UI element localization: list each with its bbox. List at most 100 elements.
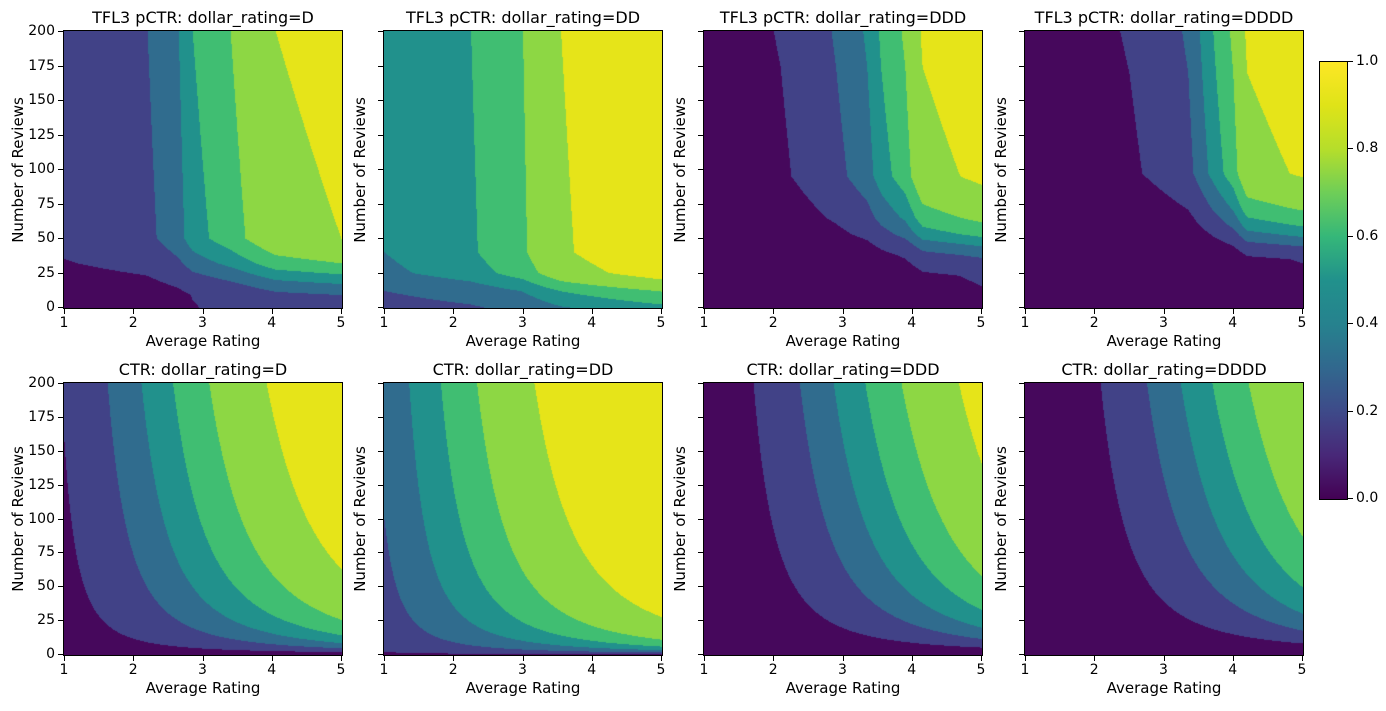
x-axis-label: Average Rating: [145, 679, 261, 697]
y-tick-mark: [378, 654, 383, 655]
subplot-title: CTR: dollar_rating=DD: [432, 360, 614, 379]
y-tick-mark: [1019, 620, 1024, 622]
y-tick-mark: [698, 134, 703, 136]
contour-canvas: [383, 30, 663, 309]
x-tick-label: 4: [1228, 315, 1238, 331]
y-tick-mark: [378, 383, 383, 384]
contour-canvas: [703, 30, 983, 309]
x-tick-mark: [981, 656, 982, 661]
y-tick-mark: [378, 552, 383, 554]
y-tick-mark: [58, 134, 63, 136]
x-tick-mark: [384, 656, 385, 661]
x-tick-mark: [1163, 309, 1165, 314]
x-tick-label: 4: [587, 662, 597, 678]
y-tick-mark: [698, 203, 703, 205]
x-tick-mark: [64, 656, 65, 661]
y-tick-mark: [698, 654, 703, 655]
x-tick-mark: [341, 309, 342, 314]
y-tick-label: 150: [28, 442, 55, 459]
x-tick-mark: [271, 309, 273, 314]
colorbar-tick-label: 0.6: [1356, 227, 1379, 244]
y-tick-mark: [698, 552, 703, 554]
y-tick-mark: [698, 100, 703, 101]
x-axis-label: Average Rating: [785, 332, 901, 350]
contour-canvas: [1024, 382, 1304, 656]
x-tick-label: 3: [518, 662, 527, 678]
colorbar-tick-mark: [1348, 410, 1353, 412]
y-tick-mark: [1019, 416, 1024, 418]
y-tick-mark: [698, 307, 703, 308]
y-tick-mark: [1019, 484, 1024, 486]
y-tick-mark: [1019, 272, 1024, 274]
y-tick-label: 125: [28, 476, 55, 493]
subplot-title: TFL3 pCTR: dollar_rating=DD: [405, 8, 641, 27]
y-tick-mark: [1019, 134, 1024, 136]
x-tick-mark: [591, 309, 593, 314]
y-tick-mark: [58, 65, 63, 67]
colorbar-tick-label: 1.0: [1356, 53, 1379, 69]
y-tick-mark: [378, 65, 383, 67]
x-tick-label: 5: [336, 662, 346, 678]
contour-canvas: [1024, 30, 1304, 309]
x-tick-mark: [1302, 309, 1303, 314]
x-tick-mark: [453, 656, 455, 661]
x-tick-mark: [522, 656, 524, 661]
x-axis-label: Average Rating: [465, 332, 581, 350]
y-tick-mark: [1019, 586, 1024, 588]
y-tick-mark: [1019, 552, 1024, 554]
y-tick-mark: [698, 484, 703, 486]
contour-canvas: [383, 382, 663, 656]
x-tick-mark: [64, 309, 65, 314]
y-tick-mark: [698, 620, 703, 622]
x-tick-label: 2: [448, 315, 458, 331]
y-tick-mark: [378, 169, 383, 170]
y-tick-mark: [1019, 203, 1024, 205]
x-tick-mark: [1302, 656, 1303, 661]
y-tick-mark: [378, 31, 383, 32]
x-tick-mark: [133, 656, 135, 661]
y-tick-mark: [58, 586, 63, 588]
y-tick-mark: [58, 518, 63, 520]
y-axis-label: Number of Reviews: [9, 446, 27, 592]
x-tick-label: 5: [1297, 315, 1307, 331]
y-tick-mark: [58, 450, 63, 452]
y-tick-mark: [1019, 450, 1024, 452]
x-tick-label: 3: [198, 662, 207, 678]
y-tick-mark: [58, 31, 63, 32]
x-tick-mark: [1232, 656, 1234, 661]
x-tick-mark: [1094, 656, 1096, 661]
y-tick-mark: [1019, 654, 1024, 655]
x-tick-label: 4: [907, 662, 917, 678]
subplot-title: TFL3 pCTR: dollar_rating=D: [92, 8, 314, 27]
y-tick-mark: [378, 484, 383, 486]
x-tick-label: 1: [379, 662, 389, 678]
y-tick-mark: [378, 450, 383, 452]
x-tick-label: 5: [656, 315, 666, 331]
y-tick-mark: [378, 586, 383, 588]
x-tick-label: 1: [59, 662, 69, 678]
contour-canvas: [703, 382, 983, 656]
x-tick-label: 5: [656, 662, 666, 678]
x-tick-mark: [271, 656, 273, 661]
x-tick-label: 1: [699, 662, 709, 678]
y-tick-mark: [58, 552, 63, 554]
y-tick-mark: [1019, 65, 1024, 67]
y-tick-label: 175: [28, 57, 55, 74]
x-axis-label: Average Rating: [785, 679, 901, 697]
x-tick-mark: [773, 309, 775, 314]
x-tick-mark: [1094, 309, 1096, 314]
x-tick-mark: [202, 309, 204, 314]
colorbar-tick-mark: [1348, 323, 1353, 325]
y-tick-mark: [1019, 518, 1024, 520]
x-tick-label: 4: [587, 315, 597, 331]
x-tick-mark: [1025, 309, 1026, 314]
y-tick-mark: [378, 272, 383, 274]
colorbar-tick-mark: [1348, 148, 1353, 150]
y-tick-label: 25: [37, 264, 55, 281]
y-tick-label: 200: [28, 375, 55, 391]
x-tick-label: 2: [1089, 662, 1099, 678]
y-tick-mark: [698, 65, 703, 67]
x-tick-label: 1: [1020, 662, 1030, 678]
y-tick-label: 0: [46, 299, 55, 315]
